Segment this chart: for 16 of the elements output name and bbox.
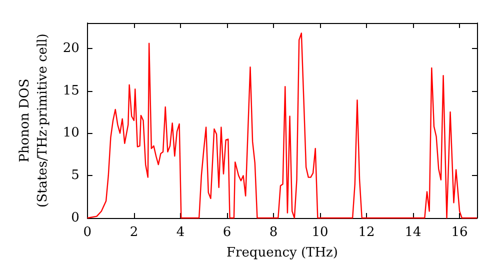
x-tick-label: 4 <box>176 225 185 240</box>
y-tick-label: 5 <box>71 168 80 184</box>
x-tick-label: 8 <box>269 225 278 240</box>
y-tick-label: 10 <box>62 126 80 141</box>
x-tick-label: 16 <box>451 225 468 240</box>
x-tick-label: 10 <box>312 225 328 240</box>
y-tick-label: 20 <box>62 40 80 56</box>
x-tick-label: 14 <box>404 225 422 240</box>
x-tick-label: 2 <box>130 225 138 240</box>
x-tick-label: 0 <box>83 225 92 240</box>
y-tick-label: 0 <box>71 210 80 226</box>
x-axis-title: Frequency (THz) <box>226 245 338 260</box>
y-axis-title: Phonon DOS (States/THz·primitive cell) <box>18 33 50 208</box>
y-tick-label: 15 <box>62 83 80 98</box>
x-tick-label: 6 <box>222 225 232 240</box>
x-tick-label: 12 <box>358 225 375 240</box>
